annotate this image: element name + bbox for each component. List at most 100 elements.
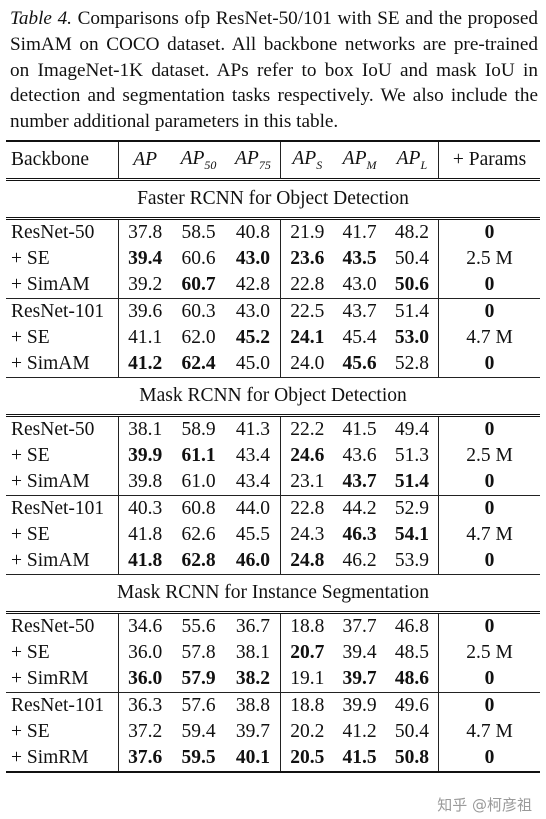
backbone-cell: + SimAM <box>11 353 90 374</box>
value-cell: 41.8 <box>118 548 172 575</box>
backbone-cell: + SE <box>11 642 50 663</box>
value-cell: 49.4 <box>394 419 429 440</box>
value-cell: 61.1 <box>181 445 216 466</box>
value-cell: 41.3 <box>235 419 270 440</box>
value-cell: 37.2 <box>118 719 172 745</box>
value-cell: 45.5 <box>235 524 270 545</box>
section-header-row: Mask RCNN for Object Detection <box>6 377 540 416</box>
backbone-cell: + SE <box>11 445 50 466</box>
params-cell: 2.5 M <box>438 640 540 666</box>
value-cell: 24.6 <box>280 443 334 469</box>
table-row: ResNet-101 40.3 60.8 44.0 22.8 44.2 52.9 0 <box>6 495 540 522</box>
value-cell: 50.6 <box>394 274 429 295</box>
value-cell: 43.4 <box>235 471 270 492</box>
value-cell: 39.2 <box>118 272 172 299</box>
value-cell: 62.4 <box>181 353 216 374</box>
value-cell: 39.7 <box>235 721 270 742</box>
params-cell: 0 <box>438 218 540 246</box>
backbone-cell: + SE <box>11 524 50 545</box>
table-row: + SimAM 39.2 60.7 42.8 22.8 43.0 50.6 0 <box>6 272 540 299</box>
params-cell: 0 <box>438 612 540 640</box>
value-cell: 40.3 <box>118 495 172 522</box>
value-cell: 21.9 <box>280 218 334 246</box>
value-cell: 54.1 <box>394 524 429 545</box>
caption-label: Table 4. <box>10 8 72 29</box>
backbone-cell: + SE <box>11 327 50 348</box>
header-apm: APM <box>342 147 377 172</box>
value-cell: 43.4 <box>235 445 270 466</box>
value-cell: 59.5 <box>181 747 216 768</box>
table-row: ResNet-50 38.1 58.9 41.3 22.2 41.5 49.4 0 <box>6 415 540 443</box>
value-cell: 20.2 <box>280 719 334 745</box>
params-cell: 2.5 M <box>438 246 540 272</box>
params-cell: 0 <box>438 745 540 772</box>
value-cell: 43.0 <box>342 274 377 295</box>
table-caption: Table 4. Comparisons ofp ResNet-50/101 w… <box>10 6 538 135</box>
value-cell: 50.4 <box>394 721 429 742</box>
table-row: + SE 36.0 57.8 38.1 20.7 39.4 48.5 2.5 M <box>6 640 540 666</box>
backbone-cell: ResNet-50 <box>11 419 95 440</box>
table-row: + SE 41.1 62.0 45.2 24.1 45.4 53.0 4.7 M <box>6 325 540 351</box>
value-cell: 22.2 <box>280 415 334 443</box>
value-cell: 34.6 <box>118 612 172 640</box>
value-cell: 24.8 <box>280 548 334 575</box>
section-header-row: Mask RCNN for Instance Segmentation <box>6 574 540 613</box>
value-cell: 41.8 <box>118 522 172 548</box>
params-cell: 0 <box>438 298 540 325</box>
table-row: + SimAM 41.8 62.8 46.0 24.8 46.2 53.9 0 <box>6 548 540 575</box>
value-cell: 44.2 <box>342 498 377 519</box>
table-row: + SE 39.9 61.1 43.4 24.6 43.6 51.3 2.5 M <box>6 443 540 469</box>
value-cell: 37.6 <box>118 745 172 772</box>
value-cell: 60.3 <box>181 301 216 322</box>
value-cell: 43.5 <box>342 248 377 269</box>
value-cell: 55.6 <box>181 616 216 637</box>
section-title: Mask RCNN for Object Detection <box>139 385 407 406</box>
value-cell: 61.0 <box>181 471 216 492</box>
watermark: 知乎 @柯彦祖 <box>437 796 532 814</box>
value-cell: 43.0 <box>235 301 270 322</box>
params-cell: 0 <box>438 469 540 496</box>
value-cell: 51.4 <box>394 471 429 492</box>
value-cell: 51.4 <box>394 301 429 322</box>
value-cell: 46.3 <box>342 524 377 545</box>
table-body: Faster RCNN for Object Detection ResNet-5… <box>6 180 540 772</box>
value-cell: 41.7 <box>342 222 377 243</box>
backbone-cell: + SimAM <box>11 274 90 295</box>
value-cell: 36.0 <box>118 640 172 666</box>
backbone-cell: ResNet-50 <box>11 222 95 243</box>
params-cell: 0 <box>438 548 540 575</box>
value-cell: 45.0 <box>235 353 270 374</box>
backbone-cell: ResNet-101 <box>11 498 105 519</box>
backbone-cell: + SE <box>11 721 50 742</box>
value-cell: 39.4 <box>118 246 172 272</box>
backbone-cell: + SimRM <box>11 747 89 768</box>
value-cell: 39.4 <box>342 642 377 663</box>
results-table: Backbone AP AP50 AP75 APS APM APL + Para… <box>6 140 540 773</box>
value-cell: 20.5 <box>280 745 334 772</box>
value-cell: 48.6 <box>394 668 429 689</box>
backbone-cell: + SimAM <box>11 550 90 571</box>
backbone-cell: + SimRM <box>11 668 89 689</box>
value-cell: 41.2 <box>342 721 377 742</box>
table-row: + SE 39.4 60.6 43.0 23.6 43.5 50.4 2.5 M <box>6 246 540 272</box>
table-row: + SimAM 39.8 61.0 43.4 23.1 43.7 51.4 0 <box>6 469 540 496</box>
value-cell: 39.8 <box>118 469 172 496</box>
value-cell: 62.8 <box>181 550 216 571</box>
params-cell: 0 <box>438 495 540 522</box>
params-cell: 0 <box>438 415 540 443</box>
value-cell: 22.8 <box>280 272 334 299</box>
value-cell: 38.8 <box>235 695 270 716</box>
value-cell: 43.7 <box>342 301 377 322</box>
value-cell: 20.7 <box>280 640 334 666</box>
caption-text: Comparisons ofp ResNet-50/101 with SE an… <box>10 8 539 133</box>
value-cell: 37.8 <box>118 218 172 246</box>
table-row: + SE 37.2 59.4 39.7 20.2 41.2 50.4 4.7 M <box>6 719 540 745</box>
value-cell: 41.5 <box>342 747 377 768</box>
params-cell: 2.5 M <box>438 443 540 469</box>
value-cell: 36.0 <box>118 666 172 693</box>
table-row: ResNet-101 39.6 60.3 43.0 22.5 43.7 51.4 0 <box>6 298 540 325</box>
value-cell: 44.0 <box>235 498 270 519</box>
value-cell: 43.6 <box>342 445 377 466</box>
value-cell: 46.8 <box>394 616 429 637</box>
value-cell: 50.4 <box>394 248 429 269</box>
